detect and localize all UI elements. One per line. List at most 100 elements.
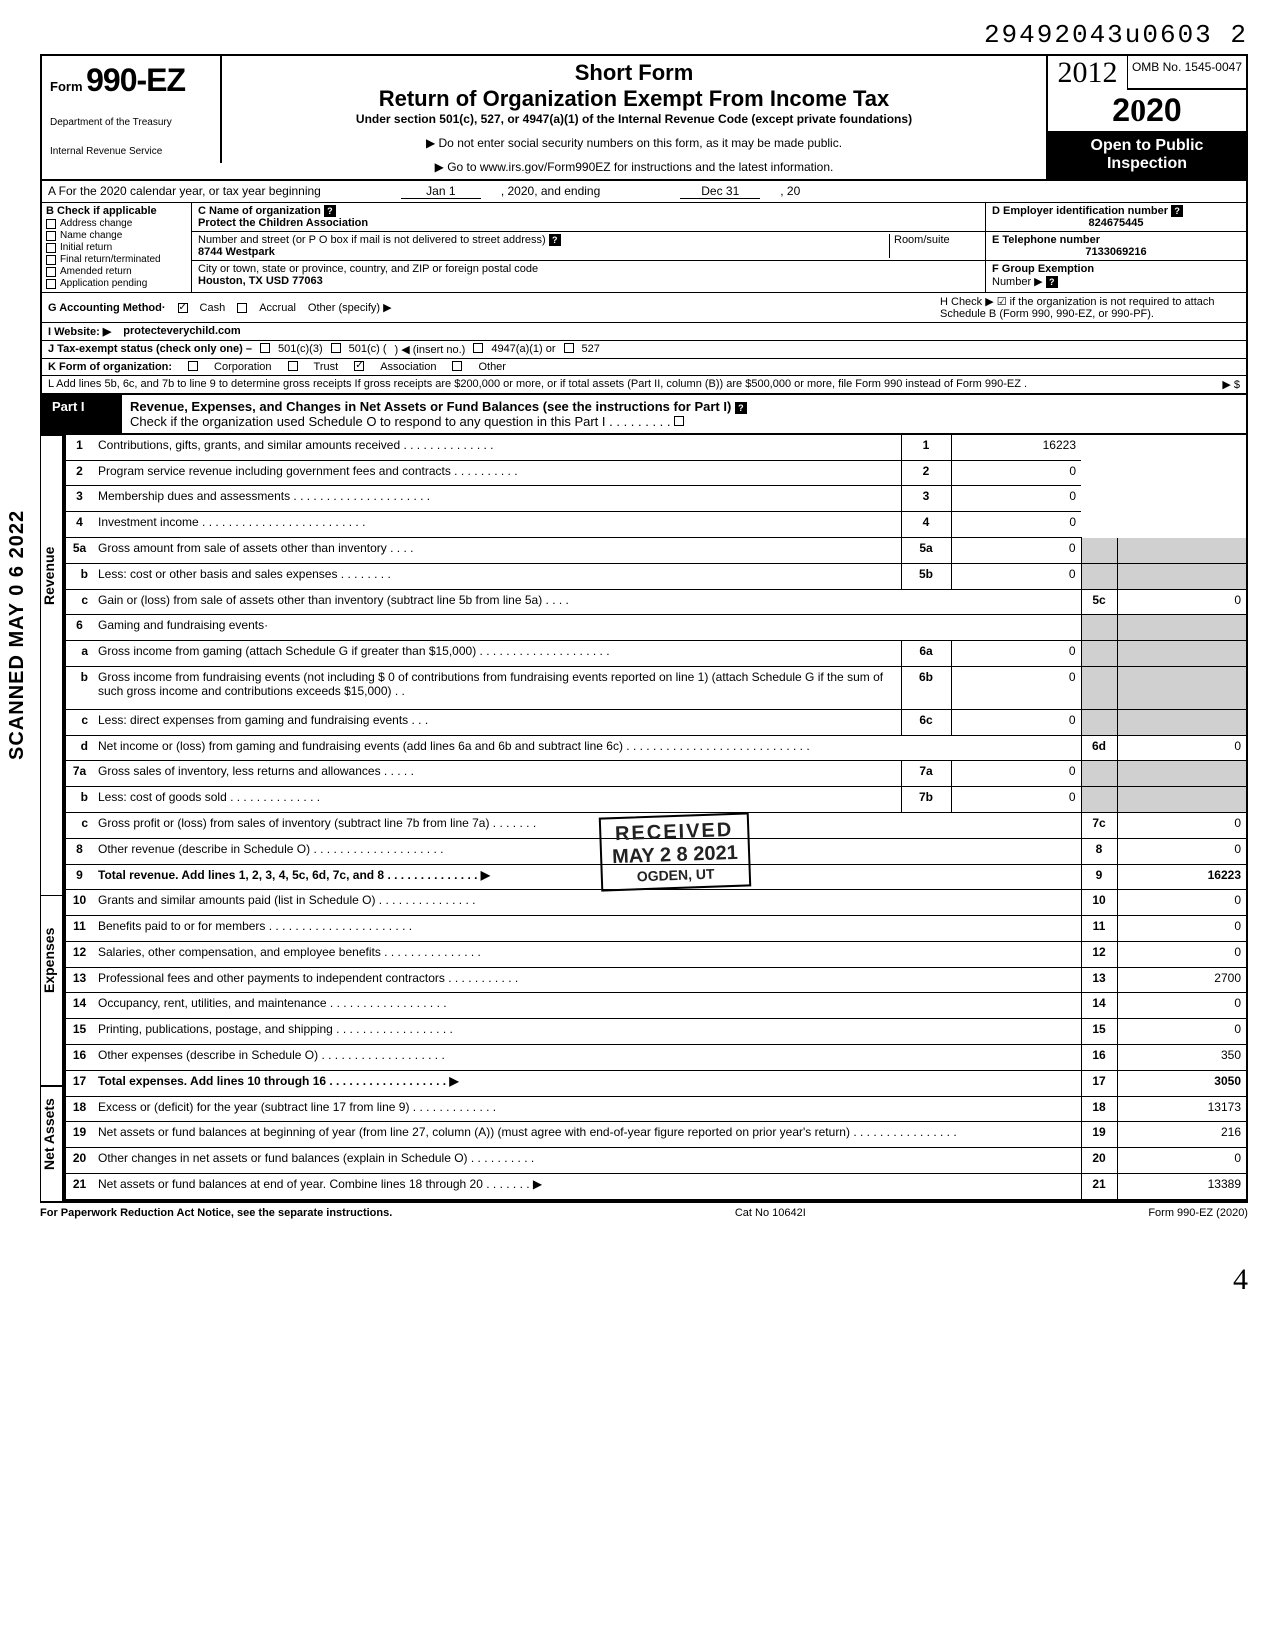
line-2-no: 2: [65, 460, 93, 486]
line-12-no: 12: [65, 941, 93, 967]
line-20-amt: 0: [1117, 1148, 1247, 1174]
chk-other[interactable]: [452, 361, 462, 371]
line-13-desc: Professional fees and other payments to …: [93, 967, 1081, 993]
line-7a-no: 7a: [65, 761, 93, 787]
shade: [1117, 709, 1247, 735]
line-6a-no: a: [65, 641, 93, 667]
j-label: J Tax-exempt status (check only one) –: [48, 343, 252, 356]
line-6-desc: Gaming and fundraising events·: [93, 615, 1081, 641]
help-icon: ?: [324, 205, 336, 217]
row-a-begin: Jan 1: [401, 184, 481, 199]
chk-initial[interactable]: [46, 243, 56, 253]
chk-corp[interactable]: [188, 361, 198, 371]
subtitle: Under section 501(c), 527, or 4947(a)(1)…: [232, 112, 1036, 126]
street-value: 8744 Westpark: [198, 246, 275, 258]
line-5b-iamt: 0: [951, 563, 1081, 589]
line-1-no: 1: [65, 435, 93, 460]
lbl-address: Address change: [60, 218, 132, 229]
lbl-pending: Application pending: [60, 278, 147, 289]
line-5c-desc: Gain or (loss) from sale of assets other…: [93, 589, 1081, 615]
line-14-amt: 0: [1117, 993, 1247, 1019]
line-6c-no: c: [65, 709, 93, 735]
line-2-box: 2: [901, 460, 951, 486]
lbl-accrual: Accrual: [259, 302, 296, 314]
chk-pending[interactable]: [46, 279, 56, 289]
shade: [1081, 563, 1117, 589]
scanned-stamp: SCANNED MAY 0 6 2022: [6, 510, 29, 760]
line-20-box: 20: [1081, 1148, 1117, 1174]
notice-1: ▶ Do not enter social security numbers o…: [232, 136, 1036, 150]
line-17-amt: 3050: [1117, 1070, 1247, 1096]
line-4-box: 4: [901, 512, 951, 538]
line-15-box: 15: [1081, 1019, 1117, 1045]
line-19-box: 19: [1081, 1122, 1117, 1148]
handwritten-year: 2012: [1048, 56, 1127, 90]
title-return: Return of Organization Exempt From Incom…: [232, 86, 1036, 112]
line-6b-no: b: [65, 666, 93, 709]
line-2-amt: 0: [951, 460, 1081, 486]
chk-cash[interactable]: [178, 303, 188, 313]
chk-501c3[interactable]: [260, 343, 270, 353]
help-icon: ?: [549, 234, 561, 246]
line-7b-iamt: 0: [951, 787, 1081, 813]
line-12-amt: 0: [1117, 941, 1247, 967]
part1-label: Part I: [42, 395, 122, 433]
org-name: Protect the Children Association: [198, 217, 368, 229]
chk-amended[interactable]: [46, 267, 56, 277]
line-7b-ibox: 7b: [901, 787, 951, 813]
chk-assoc[interactable]: [354, 361, 364, 371]
row-a-suffix: , 20: [780, 184, 800, 199]
line-7c-amt: 0: [1117, 813, 1247, 839]
shade: [1117, 615, 1247, 641]
chk-schedule-o[interactable]: [674, 416, 684, 426]
lbl-other: Other: [478, 361, 506, 373]
chk-501c[interactable]: [331, 343, 341, 353]
line-6b-iamt: 0: [951, 666, 1081, 709]
chk-address[interactable]: [46, 219, 56, 229]
line-16-no: 16: [65, 1045, 93, 1071]
line-6b-desc: Gross income from fundraising events (no…: [93, 666, 901, 709]
row-a-label: A For the 2020 calendar year, or tax yea…: [48, 184, 321, 199]
chk-final[interactable]: [46, 255, 56, 265]
l-arrow: ▶ $: [1120, 378, 1240, 391]
phone-value: 7133069216: [992, 246, 1240, 258]
line-6b-ibox: 6b: [901, 666, 951, 709]
received-stamp: RECEIVED MAY 2 8 2021 OGDEN, UT: [599, 812, 751, 891]
chk-name[interactable]: [46, 231, 56, 241]
line-5b-ibox: 5b: [901, 563, 951, 589]
line-1-amt: 16223: [951, 435, 1081, 460]
part1-check-text: Check if the organization used Schedule …: [130, 414, 671, 429]
line-18-box: 18: [1081, 1096, 1117, 1122]
line-13-box: 13: [1081, 967, 1117, 993]
street-label: Number and street (or P O box if mail is…: [198, 234, 546, 246]
row-j: J Tax-exempt status (check only one) – 5…: [40, 341, 1248, 359]
line-5a-no: 5a: [65, 538, 93, 564]
website-value: protecteverychild.com: [123, 325, 240, 338]
line-12-box: 12: [1081, 941, 1117, 967]
row-l: L Add lines 5b, 6c, and 7b to line 9 to …: [40, 376, 1248, 395]
row-gh: G Accounting Method· Cash Accrual Other …: [40, 293, 1248, 323]
line-12-desc: Salaries, other compensation, and employ…: [93, 941, 1081, 967]
line-13-no: 13: [65, 967, 93, 993]
line-5a-desc: Gross amount from sale of assets other t…: [98, 541, 413, 555]
foot-mid: Cat No 10642I: [735, 1207, 806, 1219]
footer: For Paperwork Reduction Act Notice, see …: [40, 1201, 1248, 1223]
line-10-amt: 0: [1117, 890, 1247, 916]
chk-527[interactable]: [564, 343, 574, 353]
city-label: City or town, state or province, country…: [198, 263, 538, 275]
line-19-amt: 216: [1117, 1122, 1247, 1148]
line-17-no: 17: [65, 1070, 93, 1096]
room-suite: Room/suite: [889, 234, 979, 258]
line-6c-iamt: 0: [951, 709, 1081, 735]
chk-4947[interactable]: [473, 343, 483, 353]
chk-accrual[interactable]: [237, 303, 247, 313]
chk-trust[interactable]: [288, 361, 298, 371]
shade: [1081, 666, 1117, 709]
line-5a-ibox: 5a: [901, 538, 951, 564]
line-11-amt: 0: [1117, 916, 1247, 942]
line-8-no: 8: [65, 838, 93, 864]
line-4-amt: 0: [951, 512, 1081, 538]
line-15-no: 15: [65, 1019, 93, 1045]
line-10-desc: Grants and similar amounts paid (list in…: [93, 890, 1081, 916]
line-6-no: 6: [65, 615, 93, 641]
